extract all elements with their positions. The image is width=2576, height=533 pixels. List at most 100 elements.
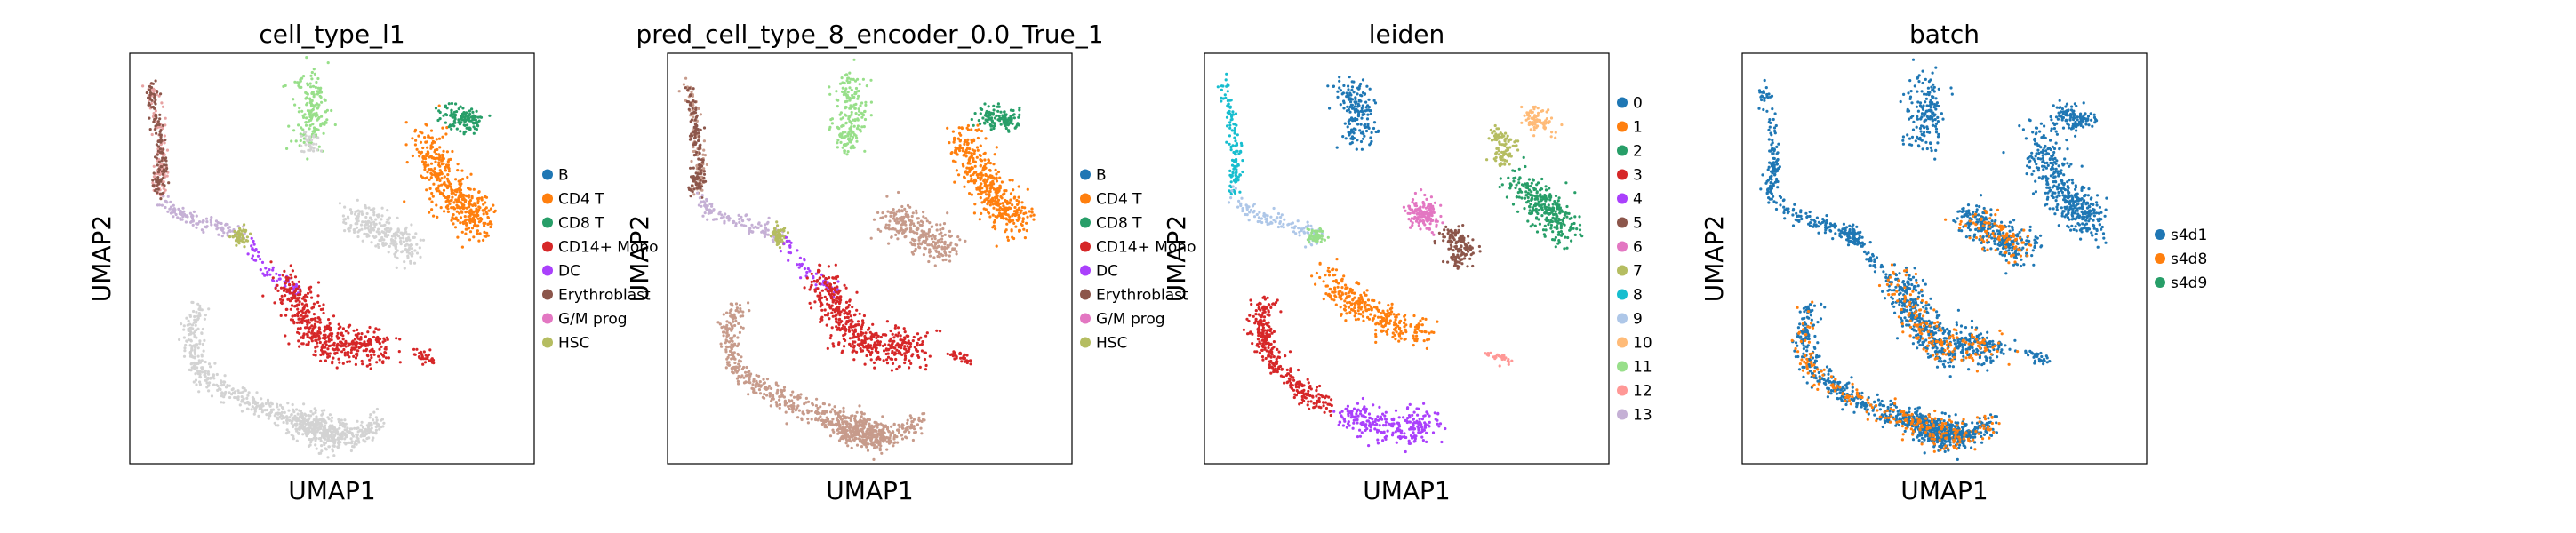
scatter-point: [924, 217, 928, 220]
scatter-point: [424, 123, 428, 126]
scatter-point: [956, 153, 959, 156]
scatter-point: [222, 401, 226, 404]
scatter-point: [415, 243, 419, 246]
scatter-point: [959, 133, 963, 137]
umap-panel-2: pred_cell_type_8_encoder_0.0_True_1UMAP1…: [625, 20, 1196, 505]
scatter-point: [1004, 189, 1008, 193]
scatter-point: [791, 410, 795, 414]
scatter-point: [388, 216, 391, 219]
legend-marker: [542, 241, 553, 252]
scatter-point: [396, 216, 399, 219]
scatter-point: [341, 334, 345, 338]
scatter-point: [812, 279, 816, 283]
scatter-point: [912, 335, 916, 339]
scatter-point: [430, 141, 434, 145]
scatter-point: [452, 119, 456, 123]
scatter-point: [220, 235, 224, 238]
scatter-point: [421, 238, 426, 242]
scatter-point: [352, 346, 356, 350]
scatter-point: [774, 234, 778, 237]
scatter-point: [198, 375, 202, 378]
scatter-point: [304, 131, 308, 134]
scatter-point: [965, 354, 969, 357]
scatter-point: [252, 397, 256, 401]
scatter-point: [383, 223, 387, 227]
scatter-point: [867, 349, 871, 354]
scatter-point: [295, 408, 299, 411]
scatter-point: [861, 319, 865, 322]
scatter-point: [828, 403, 831, 407]
scatter-point: [292, 98, 295, 101]
scatter-point: [379, 418, 383, 422]
scatter-point: [299, 139, 302, 142]
scatter-point: [701, 161, 705, 164]
scatter-point: [438, 179, 442, 182]
scatter-point: [904, 235, 908, 238]
scatter-point: [441, 126, 444, 130]
scatter-point: [377, 230, 380, 234]
scatter-point: [386, 209, 389, 212]
scatter-point: [349, 224, 353, 227]
scatter-point: [374, 218, 378, 221]
scatter-point: [353, 227, 356, 232]
scatter-point: [818, 298, 821, 301]
scatter-point: [833, 282, 836, 285]
scatter-point: [378, 427, 381, 431]
scatter-point: [348, 323, 352, 327]
scatter-point: [287, 124, 291, 128]
scatter-point: [908, 219, 911, 222]
scatter-point: [335, 366, 339, 370]
scatter-point: [238, 228, 242, 232]
scatter-point: [465, 223, 468, 227]
scatter-point: [153, 96, 156, 99]
scatter-point: [482, 203, 485, 206]
scatter-point: [828, 128, 831, 131]
scatter-point: [777, 242, 780, 245]
scatter-point: [298, 285, 301, 289]
scatter-point: [430, 137, 434, 140]
scatter-point: [413, 249, 417, 252]
scatter-point: [484, 201, 487, 204]
scatter-point: [853, 330, 858, 333]
scatter-point: [156, 179, 160, 183]
scatter-point: [911, 252, 915, 256]
scatter-point: [421, 176, 425, 179]
scatter-point: [152, 112, 156, 115]
scatter-point: [205, 381, 209, 385]
scatter-point: [775, 220, 779, 224]
scatter-point: [186, 215, 189, 219]
scatter-point: [322, 131, 325, 135]
scatter-point: [889, 214, 892, 218]
scatter-point: [310, 296, 314, 299]
scatter-point: [1000, 180, 1004, 184]
scatter-point: [332, 314, 336, 318]
scatter-point: [899, 351, 902, 354]
scatter-point: [404, 143, 408, 147]
scatter-point: [897, 331, 900, 335]
scatter-point: [188, 351, 192, 354]
scatter-point: [163, 170, 166, 173]
scatter-point: [891, 362, 895, 365]
scatter-point: [752, 379, 756, 383]
scatter-point: [311, 123, 315, 126]
scatter-point: [784, 410, 788, 414]
scatter-point: [803, 286, 806, 290]
scatter-point: [195, 318, 198, 322]
scatter-point: [188, 368, 191, 371]
scatter-point: [195, 383, 198, 386]
scatter-point: [385, 235, 388, 238]
scatter-point: [1020, 205, 1024, 209]
scatter-point: [970, 177, 973, 180]
scatter-point: [156, 203, 160, 207]
scatter-point: [326, 456, 330, 459]
scatter-point: [684, 86, 687, 90]
scatter-point: [916, 332, 920, 336]
scatter-point: [475, 212, 478, 217]
scatter-point: [917, 236, 921, 240]
scatter-point: [841, 146, 844, 149]
scatter-point: [991, 213, 995, 217]
scatter-point: [830, 326, 834, 330]
scatter-point: [207, 362, 212, 366]
scatter-point: [316, 294, 320, 298]
